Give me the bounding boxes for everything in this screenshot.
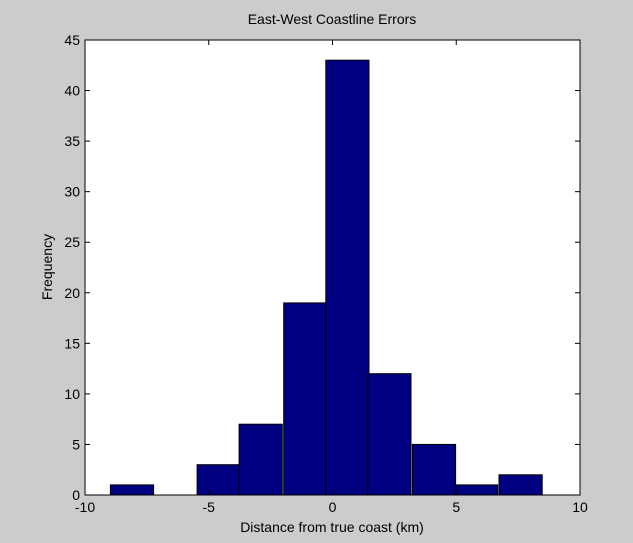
y-tick-label: 10 [64, 386, 80, 402]
x-tick-label: -10 [75, 499, 95, 515]
y-tick-label: 30 [64, 184, 80, 200]
histogram-bar-4 [238, 423, 283, 496]
histogram-bars [109, 59, 543, 496]
axes: -10 -5 0 5 10 0 5 10 15 20 25 30 35 40 45 [64, 32, 588, 515]
histogram-bar-10 [498, 474, 543, 496]
x-tick-label: -5 [203, 499, 216, 515]
y-tick-label: 0 [72, 487, 80, 503]
x-tick-label: 5 [452, 499, 460, 515]
histogram-bar-5 [283, 302, 328, 496]
y-tick-label: 20 [64, 285, 80, 301]
histogram-bar-9 [454, 484, 499, 496]
plot-frame [84, 39, 581, 496]
y-tick-label: 15 [64, 335, 80, 351]
y-tick-label: 25 [64, 234, 80, 250]
histogram-bar-7 [367, 373, 412, 496]
y-tick-label: 40 [64, 83, 80, 99]
chart-title: East-West Coastline Errors [248, 11, 417, 27]
x-tick-label: 0 [329, 499, 337, 515]
y-tick-label: 45 [64, 32, 80, 48]
y-tick-label: 5 [72, 436, 80, 452]
histogram-bar-1 [109, 484, 155, 496]
histogram-bar-8 [411, 443, 457, 496]
x-tick-label: 10 [572, 499, 588, 515]
y-tick-label: 35 [64, 133, 80, 149]
x-axis-label: Distance from true coast (km) [240, 519, 424, 535]
histogram-bar-3 [196, 464, 241, 496]
histogram-bar-6 [325, 59, 370, 496]
y-axis-label: Frequency [39, 234, 55, 300]
